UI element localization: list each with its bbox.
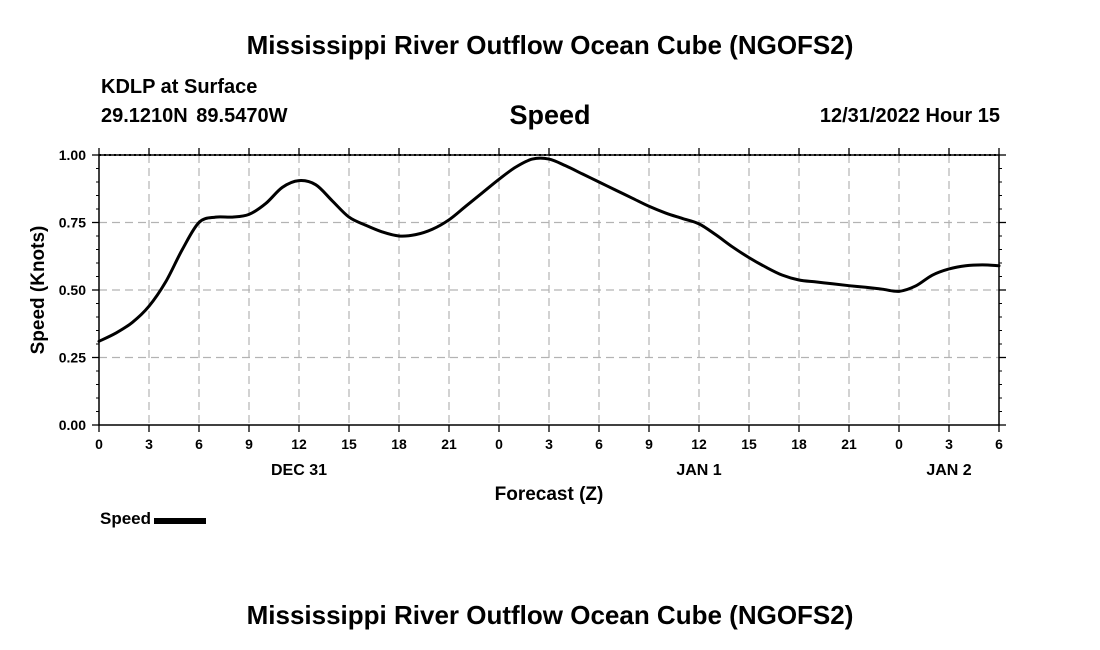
x-tick-label: 15 bbox=[741, 436, 757, 452]
x-tick-label: 18 bbox=[791, 436, 807, 452]
footer-title: Mississippi River Outflow Ocean Cube (NG… bbox=[246, 600, 854, 630]
x-tick-label: 6 bbox=[995, 436, 1003, 452]
x-tick-label: 6 bbox=[195, 436, 203, 452]
y-tick-label: 0.00 bbox=[59, 417, 86, 433]
x-axis-title: Forecast (Z) bbox=[495, 484, 604, 505]
x-tick-label: 0 bbox=[495, 436, 503, 452]
y-tick-labels: 0.00 0.25 0.50 0.75 1.00 bbox=[59, 147, 86, 433]
x-tick-label: 0 bbox=[895, 436, 903, 452]
x-tick-label: 3 bbox=[145, 436, 153, 452]
forecast-timestamp: 12/31/2022 Hour 15 bbox=[819, 105, 1000, 127]
legend: Speed bbox=[100, 509, 207, 529]
grid-lines bbox=[99, 155, 999, 425]
x-tick-label: 9 bbox=[245, 436, 253, 452]
date-labels: DEC 31 JAN 1 JAN 2 bbox=[271, 462, 972, 479]
y-tick-label: 0.25 bbox=[59, 350, 86, 366]
date-label: DEC 31 bbox=[271, 462, 327, 479]
x-tick-label: 9 bbox=[645, 436, 653, 452]
x-tick-label: 12 bbox=[291, 436, 307, 452]
speed-series-line bbox=[97, 156, 1001, 343]
x-tick-labels: 0 3 6 9 12 15 18 21 0 3 6 9 12 15 18 21 0 3 6 bbox=[95, 436, 1003, 452]
x-tick-label: 21 bbox=[841, 436, 857, 452]
x-tick-label: 3 bbox=[545, 436, 553, 452]
x-tick-label: 12 bbox=[691, 436, 707, 452]
legend-label: Speed bbox=[100, 509, 152, 528]
y-tick-label: 0.50 bbox=[59, 282, 86, 298]
legend-swatch bbox=[154, 517, 207, 524]
y-tick-label: 1.00 bbox=[59, 147, 86, 163]
x-tick-label: 15 bbox=[341, 436, 357, 452]
x-tick-label: 3 bbox=[945, 436, 953, 452]
main-title: Mississippi River Outflow Ocean Cube (NG… bbox=[246, 30, 854, 60]
y-tick-label: 0.75 bbox=[59, 215, 86, 231]
variable-title: Speed bbox=[509, 100, 591, 130]
x-tick-label: 0 bbox=[95, 436, 103, 452]
station-name: KDLP at Surface bbox=[101, 76, 258, 98]
date-label: JAN 2 bbox=[926, 462, 971, 479]
series-layer bbox=[97, 156, 1001, 343]
station-coordinates: 29.1210N 89.5470W bbox=[101, 105, 288, 127]
y-axis-title: Speed (Knots) bbox=[28, 226, 49, 355]
x-tick-label: 18 bbox=[391, 436, 407, 452]
date-label: JAN 1 bbox=[676, 462, 721, 479]
x-tick-label: 6 bbox=[595, 436, 603, 452]
x-tick-label: 21 bbox=[441, 436, 457, 452]
